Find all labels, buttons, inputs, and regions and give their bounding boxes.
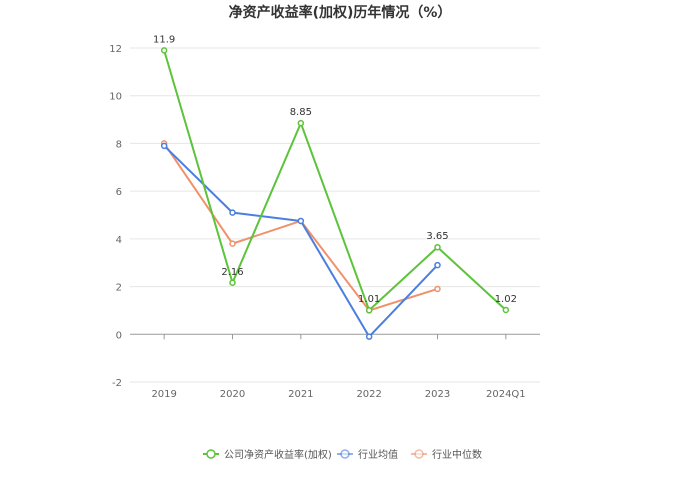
legend-swatch-marker bbox=[206, 449, 216, 459]
y-tick-label: 4 bbox=[116, 235, 122, 246]
y-tick-label: 6 bbox=[116, 187, 122, 198]
y-tick-label: 8 bbox=[116, 139, 122, 150]
data-point bbox=[297, 217, 305, 225]
data-point bbox=[434, 285, 441, 293]
x-tick-label: 2022 bbox=[356, 389, 381, 400]
x-tick-label: 2021 bbox=[288, 389, 313, 400]
data-point bbox=[365, 306, 373, 314]
data-point bbox=[434, 243, 441, 251]
legend-label: 公司净资产收益率(加权) bbox=[224, 448, 332, 461]
y-tick-label: -2 bbox=[112, 378, 122, 389]
legend-item-1[interactable]: 行业均值 bbox=[337, 448, 398, 461]
legend-swatch-marker bbox=[414, 449, 424, 459]
legend: 公司净资产收益率(加权) 行业均值 行业中位数 bbox=[203, 448, 482, 461]
data-point bbox=[297, 119, 305, 127]
y-tick-label: 10 bbox=[109, 92, 122, 103]
data-point bbox=[434, 261, 441, 269]
data-point bbox=[502, 306, 510, 314]
data-point bbox=[229, 279, 236, 287]
grid-lines bbox=[130, 47, 540, 383]
data-point bbox=[160, 47, 168, 54]
data-point bbox=[160, 142, 168, 150]
legend-item-2[interactable]: 行业中位数 bbox=[411, 448, 482, 461]
series-2 bbox=[160, 140, 441, 314]
x-tick-label: 2020 bbox=[220, 389, 245, 400]
series-0: 11.9 2.16 8.85 1.01 3.65 1.02 bbox=[153, 34, 517, 314]
series-line bbox=[163, 50, 507, 312]
series-group: 11.9 2.16 8.85 1.01 3.65 1.02 bbox=[153, 34, 517, 340]
legend-label: 行业均值 bbox=[358, 448, 398, 461]
data-point bbox=[229, 209, 236, 216]
x-axis: 2019 2020 2021 2022 2023 2024Q1 bbox=[151, 334, 526, 400]
y-axis: -2 0 2 4 6 8 10 12 bbox=[109, 44, 122, 389]
x-tick-label: 2023 bbox=[425, 389, 450, 400]
x-tick-label: 2019 bbox=[151, 389, 176, 400]
series-line bbox=[163, 145, 439, 338]
data-label: 2.16 bbox=[221, 267, 243, 278]
data-label: 1.02 bbox=[495, 294, 517, 305]
y-tick-label: 12 bbox=[109, 44, 122, 55]
data-label: 8.85 bbox=[290, 107, 312, 118]
legend-item-0[interactable]: 公司净资产收益率(加权) bbox=[203, 448, 332, 461]
data-point bbox=[365, 333, 373, 340]
legend-label: 行业中位数 bbox=[432, 448, 482, 461]
x-tick-label: 2024Q1 bbox=[486, 389, 526, 400]
legend-swatch-marker bbox=[340, 449, 350, 459]
y-tick-label: 0 bbox=[116, 330, 122, 341]
data-label: 1.01 bbox=[358, 294, 380, 305]
series-1 bbox=[160, 142, 441, 340]
data-point bbox=[229, 240, 236, 247]
chart-title: 净资产收益率(加权)历年情况（%） bbox=[229, 4, 452, 21]
data-label: 3.65 bbox=[426, 231, 448, 242]
y-tick-label: 2 bbox=[116, 283, 122, 294]
data-label: 11.9 bbox=[153, 34, 175, 45]
